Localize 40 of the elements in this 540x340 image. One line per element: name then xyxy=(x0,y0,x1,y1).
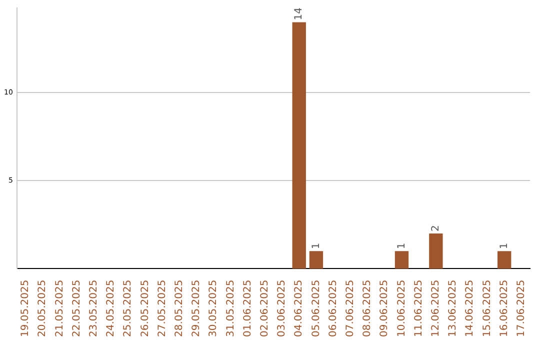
data-label: 14 xyxy=(294,8,305,20)
x-tick-label: 23.05.2025 xyxy=(88,280,100,338)
x-tick-label: 16.06.2025 xyxy=(498,280,510,338)
x-tick-label: 15.06.2025 xyxy=(482,280,493,338)
x-tick-label: 09.06.2025 xyxy=(379,280,390,338)
data-label: 1 xyxy=(396,242,408,250)
x-tick-label: 22.05.2025 xyxy=(71,280,82,338)
x-tick-label: 12.06.2025 xyxy=(430,280,442,338)
x-tick-label: 17.06.2025 xyxy=(516,280,528,338)
x-tick-label: 10.06.2025 xyxy=(396,280,408,338)
x-tick-label: 14.06.2025 xyxy=(464,280,476,338)
x-tick-label: 25.05.2025 xyxy=(122,280,134,338)
data-label: 1 xyxy=(310,242,322,250)
x-tick-label: 01.06.2025 xyxy=(242,280,254,338)
x-tick-label: 27.05.2025 xyxy=(156,280,168,338)
bar xyxy=(309,251,324,269)
x-tick-label: 24.05.2025 xyxy=(106,280,117,338)
data-label: 1 xyxy=(498,242,510,250)
x-tick-label: 04.06.2025 xyxy=(294,280,305,338)
x-tick-label: 02.06.2025 xyxy=(259,280,270,338)
bar xyxy=(292,22,306,269)
x-tick-label: 06.06.2025 xyxy=(328,280,339,338)
bar xyxy=(394,251,409,269)
x-tick-label: 05.06.2025 xyxy=(310,280,322,338)
x-tick-label: 31.05.2025 xyxy=(225,280,236,338)
x-tick-label: 19.05.2025 xyxy=(20,280,32,338)
x-tick-label: 26.05.2025 xyxy=(140,280,151,338)
x-tick-label: 30.05.2025 xyxy=(208,280,220,338)
x-tick-label: 20.05.2025 xyxy=(37,280,48,338)
x-tick-label: 07.06.2025 xyxy=(345,280,356,338)
x-tick-label: 28.05.2025 xyxy=(174,280,185,338)
x-tick-label: 21.05.2025 xyxy=(54,280,66,338)
data-label: 2 xyxy=(430,225,442,232)
x-tick-label: 11.06.2025 xyxy=(413,280,424,338)
x-tick-label: 29.05.2025 xyxy=(191,280,202,338)
x-tick-label: 03.06.2025 xyxy=(276,280,288,338)
bar xyxy=(498,251,512,269)
bar xyxy=(429,234,443,269)
x-tick-label: 08.06.2025 xyxy=(362,280,374,338)
x-tick-label: 13.06.2025 xyxy=(448,280,459,338)
